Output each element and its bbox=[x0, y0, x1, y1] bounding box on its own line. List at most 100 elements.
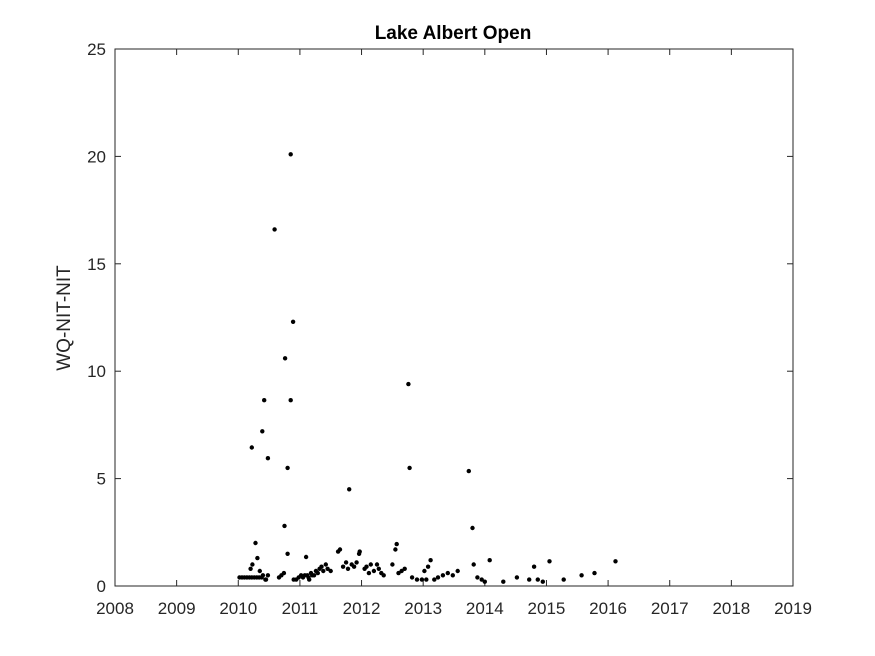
x-tick-label: 2011 bbox=[282, 599, 319, 618]
data-point bbox=[514, 575, 520, 580]
data-point bbox=[479, 577, 484, 582]
data-point bbox=[428, 558, 433, 563]
data-point bbox=[265, 456, 271, 461]
y-tick-label: 0 bbox=[97, 577, 106, 596]
data-point bbox=[249, 445, 254, 450]
data-point bbox=[288, 152, 293, 157]
x-tick-label: 2013 bbox=[404, 599, 442, 618]
data-point bbox=[547, 559, 552, 564]
data-point bbox=[424, 577, 429, 582]
data-point bbox=[285, 551, 290, 556]
data-point bbox=[343, 560, 349, 565]
data-point bbox=[470, 525, 475, 531]
data-point bbox=[315, 570, 320, 576]
data-points bbox=[237, 152, 618, 584]
data-point bbox=[399, 568, 404, 574]
y-tick-label: 10 bbox=[87, 362, 106, 381]
data-point bbox=[321, 568, 326, 574]
x-tick-label: 2008 bbox=[96, 599, 134, 618]
data-point bbox=[248, 566, 253, 571]
data-point bbox=[281, 570, 287, 576]
data-point bbox=[393, 547, 398, 552]
data-point bbox=[390, 562, 395, 567]
data-point bbox=[319, 564, 324, 569]
data-point bbox=[357, 549, 362, 554]
data-point bbox=[364, 564, 369, 569]
data-point bbox=[435, 575, 441, 580]
data-point bbox=[250, 562, 255, 567]
data-point bbox=[325, 566, 330, 571]
plot-area-box bbox=[114, 48, 794, 587]
x-tick-label: 2015 bbox=[528, 599, 566, 618]
data-point bbox=[422, 568, 427, 574]
x-tick-label: 2017 bbox=[651, 599, 689, 618]
data-point bbox=[303, 554, 309, 560]
data-point bbox=[260, 429, 265, 434]
data-point bbox=[613, 559, 618, 564]
data-point bbox=[328, 568, 333, 574]
data-point bbox=[561, 577, 566, 582]
data-point bbox=[253, 540, 258, 546]
data-point bbox=[255, 555, 260, 561]
y-tick-label: 5 bbox=[97, 470, 106, 489]
y-tick-label: 15 bbox=[87, 255, 106, 274]
data-point bbox=[263, 577, 269, 582]
data-point bbox=[351, 564, 357, 569]
data-point bbox=[323, 562, 328, 567]
data-point bbox=[394, 541, 399, 547]
data-point bbox=[445, 570, 450, 576]
data-point bbox=[374, 562, 380, 567]
data-point bbox=[285, 465, 290, 471]
data-point bbox=[540, 579, 545, 584]
x-tick-label: 2014 bbox=[466, 599, 504, 618]
data-point bbox=[407, 465, 412, 471]
y-axis: 0 5 10 15 20 25 bbox=[87, 40, 793, 596]
data-point bbox=[592, 570, 597, 576]
chart-title: Lake Albert Open bbox=[375, 23, 532, 44]
data-point bbox=[376, 566, 381, 571]
data-point bbox=[482, 579, 487, 584]
data-point bbox=[475, 575, 480, 580]
data-point bbox=[527, 577, 532, 582]
y-tick-label: 25 bbox=[87, 40, 106, 59]
data-point bbox=[531, 564, 537, 569]
x-tick-label: 2010 bbox=[219, 599, 257, 618]
data-point bbox=[535, 577, 540, 582]
data-point bbox=[466, 468, 471, 474]
data-point bbox=[501, 579, 506, 584]
data-point bbox=[381, 573, 386, 578]
data-point bbox=[432, 577, 437, 582]
data-point bbox=[579, 573, 584, 578]
data-point bbox=[402, 566, 407, 571]
y-tick-label: 20 bbox=[87, 147, 106, 166]
data-point bbox=[471, 562, 476, 567]
data-point bbox=[371, 568, 377, 574]
data-point bbox=[290, 319, 296, 324]
data-point bbox=[487, 558, 492, 563]
x-tick-label: 2012 bbox=[343, 599, 381, 618]
data-point bbox=[396, 570, 401, 576]
data-point bbox=[347, 487, 352, 492]
data-point bbox=[282, 356, 288, 361]
data-point bbox=[455, 568, 460, 574]
x-tick-label: 2018 bbox=[712, 599, 750, 618]
x-tick-label: 2009 bbox=[158, 599, 196, 618]
data-point bbox=[409, 575, 415, 580]
data-point bbox=[414, 577, 420, 582]
data-point bbox=[311, 573, 317, 578]
data-point bbox=[260, 573, 266, 578]
data-point bbox=[288, 398, 293, 403]
data-point bbox=[265, 573, 271, 578]
data-point bbox=[340, 564, 346, 569]
data-point bbox=[440, 573, 446, 578]
data-point bbox=[450, 573, 455, 578]
x-tick-label: 2016 bbox=[589, 599, 627, 618]
data-point bbox=[354, 560, 359, 565]
data-point bbox=[345, 566, 351, 571]
data-point bbox=[307, 577, 312, 582]
data-point bbox=[419, 577, 425, 582]
y-axis-label: WQ-NIT-NIT bbox=[54, 265, 75, 371]
data-point bbox=[368, 562, 373, 567]
data-point bbox=[366, 570, 372, 576]
